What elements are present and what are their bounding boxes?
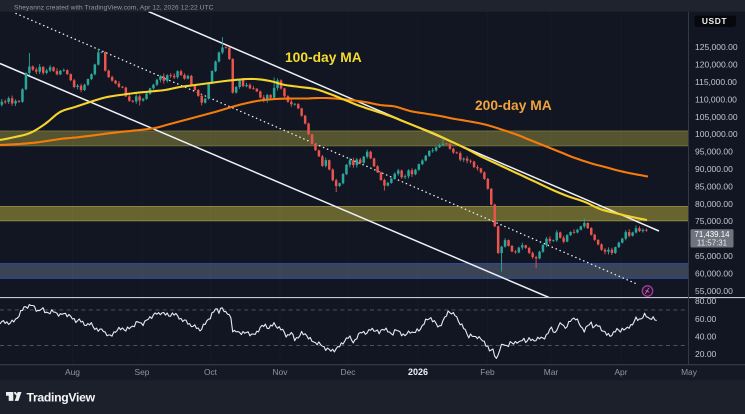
svg-text:65,000.00: 65,000.00 (695, 251, 733, 261)
svg-text:11:57:31: 11:57:31 (697, 238, 727, 247)
svg-text:Mar: Mar (544, 367, 559, 377)
svg-text:20.00: 20.00 (695, 349, 717, 359)
svg-text:80.00: 80.00 (695, 296, 717, 306)
svg-text:110,000.00: 110,000.00 (695, 94, 737, 104)
svg-text:Apr: Apr (614, 367, 627, 377)
svg-text:May: May (681, 367, 698, 377)
svg-text:Sep: Sep (135, 367, 150, 377)
svg-text:USDT: USDT (702, 16, 727, 26)
svg-text:115,000.00: 115,000.00 (695, 77, 737, 87)
svg-text:100-day MA: 100-day MA (285, 50, 362, 65)
svg-text:TradingView: TradingView (27, 390, 96, 404)
svg-text:Nov: Nov (273, 367, 289, 377)
svg-text:120,000.00: 120,000.00 (695, 60, 738, 70)
svg-text:105,000.00: 105,000.00 (695, 112, 738, 122)
svg-text:95,000.00: 95,000.00 (695, 147, 733, 157)
svg-text:60,000.00: 60,000.00 (695, 268, 733, 278)
svg-text:Sheyannz created with TradingV: Sheyannz created with TradingView.com, A… (14, 4, 214, 11)
svg-text:Oct: Oct (204, 367, 218, 377)
svg-text:2026: 2026 (408, 367, 428, 377)
svg-text:125,000.00: 125,000.00 (695, 42, 738, 52)
svg-text:80,000.00: 80,000.00 (695, 199, 733, 209)
svg-text:100,000.00: 100,000.00 (695, 129, 738, 139)
svg-text:40.00: 40.00 (695, 331, 717, 341)
svg-text:Feb: Feb (480, 367, 495, 377)
svg-text:Aug: Aug (65, 367, 80, 377)
svg-text:85,000.00: 85,000.00 (695, 181, 733, 191)
svg-text:90,000.00: 90,000.00 (695, 164, 733, 174)
svg-text:75,000.00: 75,000.00 (695, 216, 733, 226)
svg-text:71,439.14: 71,439.14 (694, 230, 730, 239)
svg-text:60.00: 60.00 (695, 314, 717, 324)
svg-text:Dec: Dec (341, 367, 356, 377)
svg-text:55,000.00: 55,000.00 (695, 286, 733, 296)
svg-text:200-day MA: 200-day MA (475, 98, 552, 113)
